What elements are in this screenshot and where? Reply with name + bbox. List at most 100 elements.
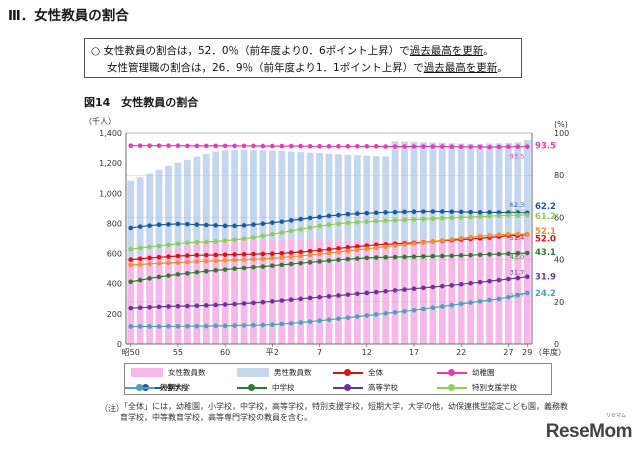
series-point <box>515 250 521 256</box>
series-point <box>458 281 464 287</box>
series-point <box>326 222 332 228</box>
series-point <box>194 303 200 309</box>
series-point <box>166 222 171 227</box>
series-point <box>345 256 351 262</box>
series-point <box>355 247 360 253</box>
inner-value-label: 93.5 <box>510 152 524 160</box>
series-point <box>430 216 436 221</box>
series-point <box>298 260 303 266</box>
series-point <box>251 256 256 262</box>
series-point <box>147 324 152 329</box>
bar-male <box>268 150 276 240</box>
series-point <box>307 143 313 149</box>
series-point <box>317 294 322 300</box>
x-tick-label: 7 <box>317 348 322 357</box>
series-point <box>458 209 464 215</box>
bar-male <box>202 153 210 243</box>
series-point <box>260 233 266 239</box>
legend-item: 特別支援学校 <box>437 382 517 393</box>
series-point <box>458 235 464 241</box>
series-point <box>355 256 360 261</box>
series-point <box>458 215 464 220</box>
summary-line-2-end: 。 <box>497 62 508 74</box>
series-point <box>496 251 502 257</box>
series-point <box>336 316 341 321</box>
series-point <box>166 242 171 248</box>
series-point <box>251 235 256 240</box>
series-point <box>440 144 445 149</box>
series-point <box>326 246 332 252</box>
legend-swatch <box>333 383 363 391</box>
inner-value-label: 61.0 <box>510 208 524 216</box>
left-axis-unit: （千人） <box>84 116 116 126</box>
summary-line-2-highlight: 過去最高を更新 <box>423 62 498 74</box>
series-point <box>175 241 181 247</box>
series-point <box>355 244 360 249</box>
summary-line-2: 女性管理職の割合は，26．9％（前年度より1．1ポイント上昇）で過去最高を更新。 <box>107 60 508 75</box>
series-point <box>477 233 483 239</box>
bar-male <box>231 149 238 241</box>
bar-female <box>297 239 305 344</box>
series-point <box>147 244 152 250</box>
legend-label: 高等学校 <box>368 383 398 392</box>
brand-logo: ReseMom <box>545 421 633 442</box>
series-point <box>288 254 294 259</box>
bar-female <box>183 245 191 344</box>
series-point <box>477 279 483 285</box>
series-point <box>137 224 143 229</box>
series-point <box>222 252 228 258</box>
series-point <box>156 222 162 228</box>
bar-male <box>212 151 220 242</box>
series-point <box>317 143 322 149</box>
series-point <box>175 303 181 309</box>
left-tick-label: 200 <box>107 310 122 319</box>
series-point <box>128 324 134 329</box>
series-point <box>524 144 530 150</box>
series-point <box>251 300 256 306</box>
bar-female <box>259 239 267 344</box>
series-point <box>222 143 228 149</box>
right-tick-label: 80 <box>554 171 564 180</box>
end-value-label: 31.9 <box>535 273 556 283</box>
series-point <box>402 254 407 260</box>
bar-female <box>523 235 531 344</box>
series-point <box>373 289 379 295</box>
end-value-label: 62.2 <box>535 202 556 212</box>
legend-item: 中学校 <box>237 382 295 393</box>
right-tick-label: 60 <box>554 213 564 222</box>
bar-male <box>504 142 512 237</box>
series-point <box>232 252 237 257</box>
series-point <box>411 209 417 215</box>
series-point <box>317 318 322 324</box>
series-point <box>298 143 303 149</box>
bar-male <box>174 162 182 248</box>
series-point <box>449 237 455 242</box>
bar-male <box>165 165 172 250</box>
legend-item: 女性教員数 <box>131 367 206 378</box>
series-point <box>317 259 322 264</box>
footnote-mark: （注） <box>100 404 124 413</box>
bar-male <box>438 142 446 239</box>
bar-female <box>344 240 352 344</box>
series-point <box>128 257 134 262</box>
bar-male <box>448 143 456 239</box>
series-point <box>251 251 256 257</box>
series-point <box>326 213 332 219</box>
series-point <box>496 296 502 302</box>
series-point <box>128 305 134 311</box>
series-point <box>147 223 152 228</box>
legend-marker <box>448 368 455 376</box>
series-point <box>487 144 492 150</box>
series-point <box>128 246 134 252</box>
series-point <box>383 144 388 149</box>
bar-female <box>429 239 437 344</box>
series-point <box>251 322 256 328</box>
series-point <box>279 143 285 149</box>
series-point <box>213 302 218 308</box>
bar-female <box>438 238 446 344</box>
series-point <box>515 275 521 281</box>
summary-box: ○ 女性教員の割合は，52．0％（前年度より0．6ポイント上昇）で過去最高を更新… <box>84 38 522 78</box>
bar-male <box>429 142 437 240</box>
x-tick-label: 60 <box>220 348 230 357</box>
series-point <box>458 253 464 258</box>
